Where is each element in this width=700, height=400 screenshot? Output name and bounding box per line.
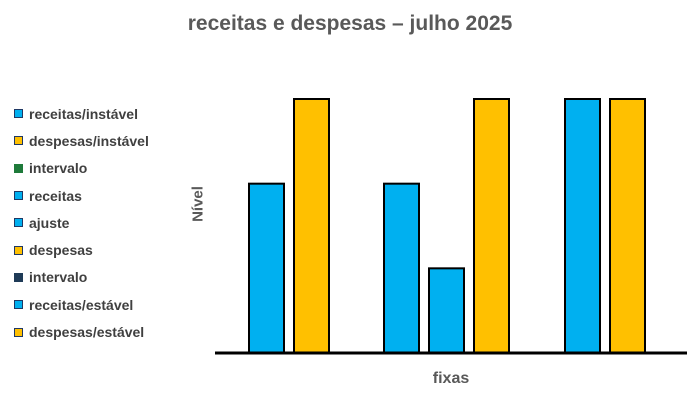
legend: receitas/instável despesas/instável interv… [14,100,149,346]
bar-despesas [473,98,510,354]
legend-label: receitas/estável [29,296,134,313]
legend-label: receitas [29,187,82,204]
legend-swatch [14,109,23,119]
legend-swatch [14,272,23,282]
legend-item: receitas [14,182,149,209]
legend-label: despesas/estável [29,324,145,341]
legend-label: ajuste [29,214,70,231]
legend-item: receitas/estável [14,291,149,318]
legend-label: despesas [29,242,93,259]
bar-despesas-inst-vel [293,98,330,354]
legend-label: intervalo [29,160,88,177]
bar-receitas-est-vel [564,98,601,354]
legend-swatch [14,218,23,228]
chart-title: receitas e despesas – julho 2025 [187,12,513,35]
legend-swatch [14,300,23,310]
bar-despesas-est-vel [609,98,646,354]
legend-item: ajuste [14,209,149,236]
legend-swatch [14,163,23,173]
legend-item: despesas/estável [14,318,149,345]
legend-swatch [14,136,23,146]
legend-item: despesas/instável [14,127,149,154]
bar-receitas [383,182,420,354]
legend-label: receitas/instável [29,105,138,122]
bar-ajuste [428,267,465,355]
legend-item: despesas [14,236,149,263]
legend-label: intervalo [29,269,88,286]
legend-swatch [14,245,23,255]
legend-label: despesas/instável [29,132,149,149]
x-axis-label: fixas [432,370,470,387]
legend-swatch [14,191,23,201]
legend-item: intervalo [14,264,149,291]
legend-item: receitas/instável [14,100,149,127]
legend-item: intervalo [14,155,149,182]
bar-receitas-inst-vel [248,182,285,354]
legend-swatch [14,327,23,337]
